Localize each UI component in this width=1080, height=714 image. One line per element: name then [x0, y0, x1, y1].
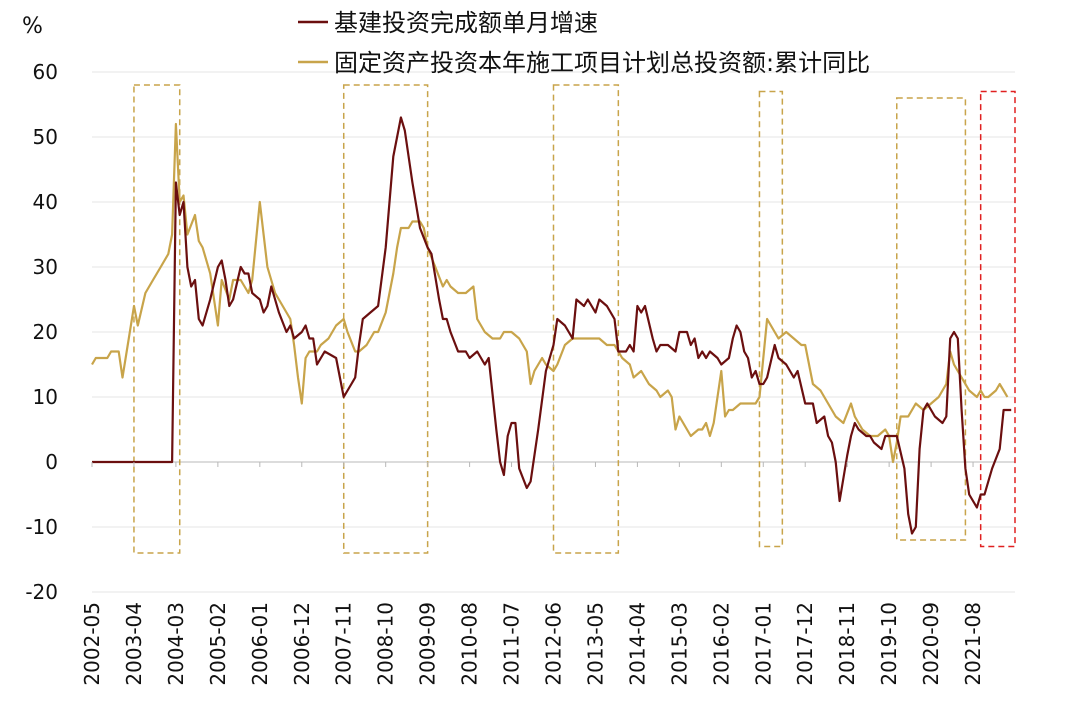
- legend-label: 基建投资完成额单月增速: [334, 9, 598, 37]
- x-tick-label: 2019-10: [877, 602, 901, 686]
- y-tick-label: 10: [33, 385, 58, 409]
- infrastructure-investment-line: [92, 116, 1012, 535]
- highlight-boxes: [133, 84, 1016, 554]
- highlight-box: [979, 90, 1016, 548]
- y-tick-label: 40: [33, 190, 58, 214]
- x-tick-label: 2015-03: [667, 602, 691, 686]
- highlight-box: [896, 97, 967, 541]
- y-tick-label: -10: [25, 515, 58, 539]
- x-tick-label: 2017-12: [793, 602, 817, 686]
- highlight-box: [342, 84, 429, 554]
- x-tick-label: 2009-09: [416, 602, 440, 686]
- y-axis-unit-label: %: [22, 14, 43, 39]
- x-tick-label: 2005-02: [206, 602, 230, 686]
- highlight-box: [552, 84, 620, 554]
- x-tick-label: 2016-02: [709, 602, 733, 686]
- series-lines: [91, 116, 1012, 535]
- y-tick-label: 60: [33, 60, 58, 84]
- x-tick-label: 2020-09: [919, 602, 943, 686]
- x-tick-label: 2012-06: [542, 602, 566, 686]
- x-tick-label: 2018-11: [835, 602, 859, 686]
- y-tick-label: 20: [33, 320, 58, 344]
- x-tick-label: 2006-01: [248, 602, 272, 686]
- x-tick-label: 2008-10: [374, 602, 398, 686]
- x-tick-label: 2004-03: [164, 602, 188, 686]
- x-tick-label: 2010-08: [458, 602, 482, 686]
- y-axis: 60 50 40 30 20 10 0 -10 -20: [25, 60, 58, 604]
- y-tick-label: 50: [33, 125, 58, 149]
- x-tick-label: 2003-04: [122, 602, 146, 686]
- planned-investment-line: [91, 122, 1009, 464]
- x-tick-label: 2007-11: [332, 602, 356, 686]
- x-tick-label: 2017-01: [751, 602, 775, 686]
- y-tick-label: -20: [25, 580, 58, 604]
- x-axis: 2002-05 2003-04 2004-03 2005-02 2006-01 2006-…: [80, 462, 985, 686]
- y-tick-label: 30: [33, 255, 58, 279]
- x-tick-label: 2014-04: [625, 602, 649, 686]
- x-tick-label: 2002-05: [80, 602, 104, 686]
- y-tick-label: 0: [45, 450, 58, 474]
- x-tick-label: 2006-12: [290, 602, 314, 686]
- x-tick-label: 2021-08: [961, 602, 985, 686]
- highlight-box: [758, 90, 784, 548]
- x-tick-label: 2013-05: [583, 602, 607, 686]
- legend-label: 固定资产投资本年施工项目计划总投资额:累计同比: [334, 49, 870, 77]
- x-tick-label: 2011-07: [500, 602, 524, 686]
- highlight-box: [133, 84, 181, 554]
